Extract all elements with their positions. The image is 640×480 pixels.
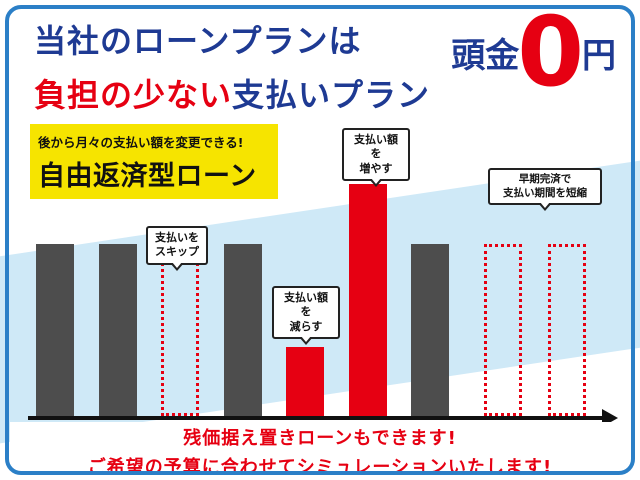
headline-line2: 負担の少ない支払いプラン — [34, 70, 430, 116]
callout-reduce-line1: 支払い額を — [284, 291, 328, 319]
callout-early-line1: 早期完済で — [518, 173, 572, 185]
headline-emphasis: 負担の少ない — [34, 76, 233, 114]
payment-bar-2 — [98, 244, 137, 416]
footer-line2: ご希望の予算に合わせてシミュレーションいたします! — [87, 457, 553, 478]
down-payment-zero: 0 — [517, 0, 584, 108]
callout-early-line2: 支払い期間を短縮 — [503, 186, 587, 199]
footer-line1: 残価据え置きローンもできます! — [183, 428, 457, 449]
headline: 当社のローンプランは 負担の少ない支払いプラン — [34, 16, 430, 116]
callout-reduce-payment: 支払い額を 減らす — [272, 286, 340, 345]
footer-message: 残価据え置きローンもできます! ご希望の予算に合わせてシミュレーションいたします… — [10, 422, 630, 478]
payment-bar-5 — [286, 347, 324, 416]
loan-type-badge: 後から月々の支払い額を変更できる! 自由返済型ローン — [30, 124, 278, 199]
payment-bar-7 — [411, 244, 449, 416]
payment-bar-chart: 支払いを スキップ 支払い額を 減らす 支払い額を 増やす 早期完済で 支払い期… — [28, 128, 618, 427]
headline-line1: 当社のローンプランは — [34, 22, 362, 60]
badge-title: 自由返済型ローン — [38, 161, 257, 192]
callout-skip-line1: 支払いを — [155, 231, 199, 244]
payment-bar-4 — [223, 244, 262, 416]
payment-bar-1 — [36, 244, 74, 416]
callout-early-payoff: 早期完済で 支払い期間を短縮 — [488, 168, 602, 212]
payment-bar-8 — [483, 244, 522, 416]
callout-increase-payment: 支払い額を 増やす — [342, 128, 410, 187]
payment-bar-6 — [348, 184, 387, 416]
payment-bar-9 — [548, 244, 586, 416]
callout-increase-line1: 支払い額を — [354, 133, 398, 161]
badge-subtitle: 後から月々の支払い額を変更できる! — [38, 135, 244, 150]
callout-skip-line2: スキップ — [155, 245, 199, 259]
callout-skip-payment: 支払いを スキップ — [146, 226, 208, 271]
down-payment-banner: 頭金 0 円 — [451, 0, 616, 108]
timeline-axis — [28, 416, 604, 420]
callout-increase-line2: 増やす — [359, 161, 393, 175]
callout-reduce-line2: 減らす — [289, 319, 323, 333]
headline-line2-rest: 支払いプラン — [232, 76, 431, 114]
down-payment-unit: 円 — [582, 36, 616, 77]
down-payment-label: 頭金 — [451, 36, 520, 77]
